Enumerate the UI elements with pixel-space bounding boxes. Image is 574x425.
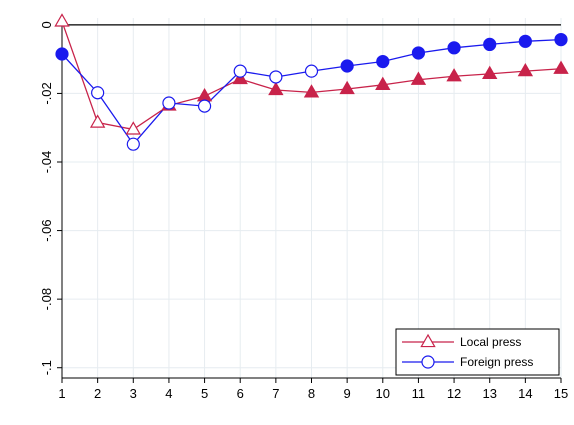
legend-label-2: Foreign press [460, 355, 533, 369]
legend-marker-1 [420, 333, 436, 348]
series-1-point-11 [410, 71, 427, 85]
series-2-point-13 [483, 37, 497, 52]
series-2-point-10 [376, 54, 390, 69]
y-tick-label-4: -.06 [39, 219, 54, 241]
y-tick-label-1: 0 [39, 21, 54, 28]
series-2-point-6 [233, 64, 247, 78]
series-1-point-12 [446, 68, 462, 82]
series-1-point-10 [375, 76, 391, 91]
x-tick-label-4: 4 [165, 386, 172, 401]
grid [61, 18, 562, 378]
x-tick-label-6: 6 [237, 386, 244, 401]
series-layer [54, 13, 569, 151]
legend-box [395, 328, 560, 376]
series-2-point-14 [518, 34, 532, 48]
series-2-point-5 [197, 99, 212, 113]
series-2-point-1 [55, 47, 69, 61]
series-1-point-1 [54, 13, 70, 27]
series-1-point-2 [89, 114, 106, 128]
x-tick-label-3: 3 [130, 386, 137, 401]
x-tick-label-5: 5 [201, 386, 208, 401]
legend-marker-2 [421, 355, 435, 369]
series-2-point-9 [340, 59, 354, 73]
y-tick-label-2: -.02 [39, 82, 54, 104]
series-1-point-9 [339, 80, 355, 95]
series-2-point-4 [162, 96, 176, 110]
series-1-point-8 [303, 84, 320, 98]
series-2-point-3 [126, 137, 140, 151]
x-tick-label-14: 14 [518, 386, 532, 401]
y-tick-label-3: -.04 [39, 151, 54, 173]
series-2-point-7 [269, 70, 283, 84]
x-tick-label-8: 8 [308, 386, 315, 401]
x-tick-label-1: 1 [58, 386, 65, 401]
y-tick-label-6: -.1 [39, 360, 54, 375]
series-1-point-14 [517, 62, 534, 77]
series-1-point-6 [232, 70, 248, 85]
series-2-point-11 [411, 46, 426, 60]
x-tick-label-7: 7 [272, 386, 279, 401]
x-tick-label-13: 13 [482, 386, 496, 401]
x-tick-label-15: 15 [554, 386, 568, 401]
series-2-point-2 [91, 86, 105, 100]
x-tick-label-2: 2 [94, 386, 101, 401]
series-1-point-3 [125, 121, 141, 135]
x-tick-label-9: 9 [344, 386, 351, 401]
series-1-point-7 [268, 81, 284, 96]
series-1-point-15 [553, 60, 569, 74]
x-tick-label-10: 10 [376, 386, 390, 401]
y-tick-label-5: -.08 [39, 288, 54, 310]
series-2-point-8 [304, 64, 319, 78]
series-2-point-12 [447, 41, 461, 55]
x-tick-label-11: 11 [412, 386, 426, 401]
series-2-point-15 [554, 32, 568, 47]
x-tick-label-12: 12 [447, 386, 461, 401]
series-1-point-13 [482, 65, 498, 80]
legend: Local press Foreign press [395, 328, 560, 376]
axes: 1 2 3 4 5 6 7 8 9 10 11 12 13 14 150-.02-.04-.06-.08-.… [39, 18, 568, 401]
legend-label-1: Local press [460, 335, 521, 349]
